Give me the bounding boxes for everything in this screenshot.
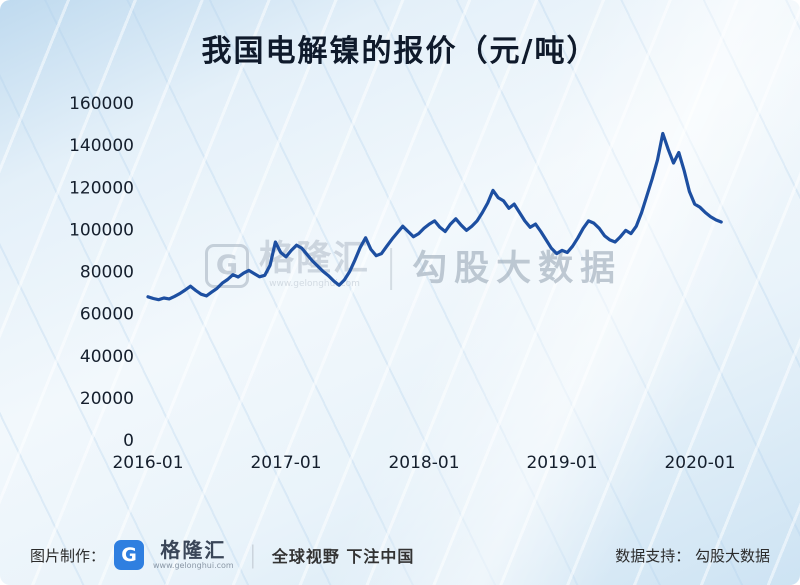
y-tick-label: 160000	[69, 94, 134, 114]
footer-divider: |	[248, 541, 257, 569]
footer-credit: 图片制作： G 格隆汇 www.gelonghui.com | 全球视野 下注中…	[30, 540, 414, 570]
y-tick-label: 60000	[80, 305, 134, 325]
y-tick-label: 100000	[69, 220, 134, 240]
y-tick-label: 80000	[80, 263, 134, 283]
footer: 图片制作： G 格隆汇 www.gelonghui.com | 全球视野 下注中…	[30, 540, 770, 570]
price-line-series	[146, 131, 723, 302]
y-tick-label: 120000	[69, 178, 134, 198]
x-tick-label: 2016-01	[112, 453, 183, 473]
y-tick-label: 140000	[69, 136, 134, 156]
x-tick-label: 2019-01	[526, 453, 597, 473]
y-tick-label: 20000	[80, 389, 134, 409]
footer-brand: 格隆汇	[160, 538, 227, 562]
x-tick-label: 2018-01	[388, 453, 459, 473]
gelonghui-logo-icon: G	[114, 540, 145, 570]
footer-brand-url: www.gelonghui.com	[153, 561, 234, 570]
made-by-label: 图片制作：	[30, 546, 106, 565]
x-tick-label: 2017-01	[250, 453, 321, 473]
footer-logo-letter: G	[121, 544, 137, 566]
footer-brand-block: 格隆汇 www.gelonghui.com	[153, 540, 234, 570]
chart-title: 我国电解镍的报价（元/吨）	[201, 34, 599, 69]
y-tick-label: 0	[123, 431, 134, 451]
y-tick-label: 40000	[80, 347, 134, 367]
footer-slogan: 全球视野 下注中国	[271, 547, 415, 566]
data-support-text: 数据支持： 勾股大数据	[615, 546, 770, 565]
x-tick-label: 2020-01	[664, 453, 735, 473]
nickel-price-line-chart: 160000 140000 120000 100000 80000 60000 40000 2…	[69, 94, 735, 473]
